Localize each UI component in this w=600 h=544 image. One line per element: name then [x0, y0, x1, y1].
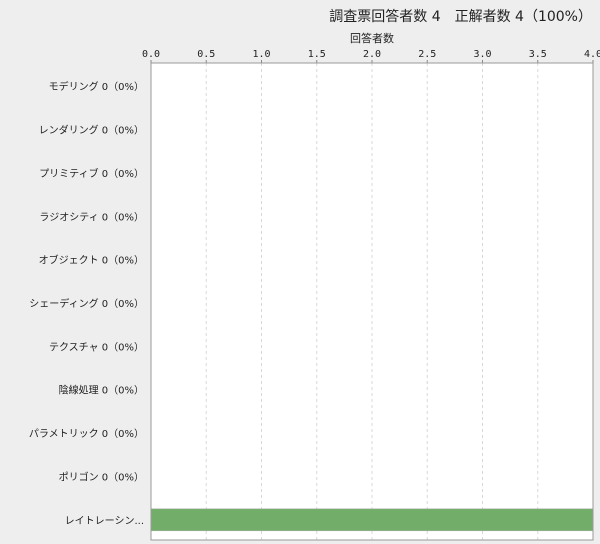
category-label: ポリゴン 0（0%）	[59, 470, 144, 483]
category-label: オブジェクト 0（0%）	[39, 254, 144, 267]
x-tick-label: 0.5	[197, 49, 215, 60]
category-label: プリミティブ 0（0%）	[39, 167, 144, 180]
category-label: ラジオシティ 0（0%）	[39, 211, 144, 223]
category-label: シェーディング 0（0%）	[29, 297, 144, 310]
x-tick-label: 3.5	[529, 49, 547, 60]
x-tick-label: 2.0	[363, 49, 381, 60]
category-label: モデリング 0（0%）	[49, 80, 144, 93]
plot-border	[150, 62, 594, 541]
category-label: テクスチャ 0（0%）	[49, 341, 144, 353]
category-label: レイトレーシン...	[65, 516, 144, 527]
x-axis-label: 回答者数	[350, 31, 394, 45]
category-label: 陰線処理 0（0%）	[59, 384, 144, 397]
x-tick-label: 1.5	[308, 49, 326, 60]
x-tick-label: 0.0	[142, 49, 160, 60]
plot-area	[151, 63, 593, 540]
x-tick-label: 3.0	[473, 49, 491, 60]
x-tick-label: 2.5	[418, 49, 436, 60]
bar	[150, 508, 594, 532]
x-tick-label: 4.0	[584, 49, 600, 60]
chart-title: 調査票回答者数 4 正解者数 4（100%）	[329, 9, 592, 25]
category-label: レンダリング 0（0%）	[39, 124, 144, 137]
x-tick-label: 1.0	[252, 49, 270, 60]
category-label: パラメトリック 0（0%）	[29, 428, 144, 440]
